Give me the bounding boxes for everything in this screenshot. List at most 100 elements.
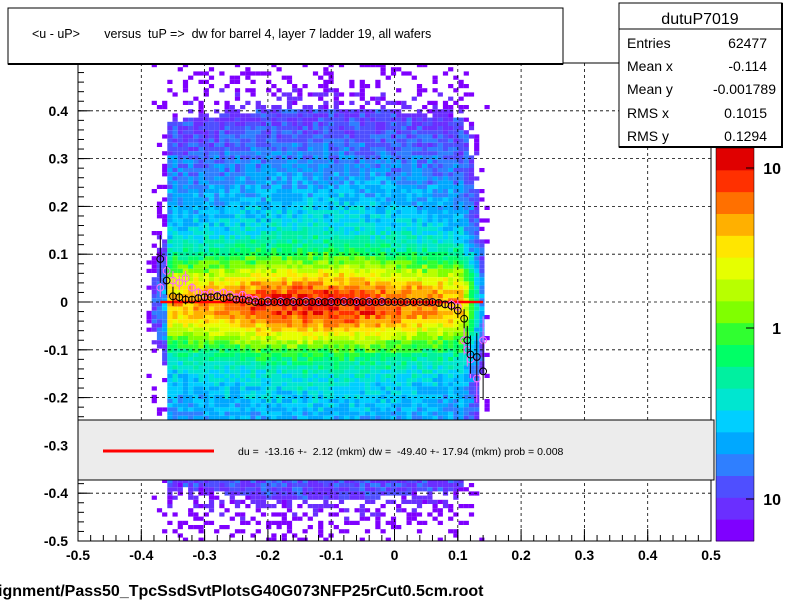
heatmap-cell	[250, 88, 256, 93]
heatmap-cell	[344, 252, 350, 257]
heatmap-cell	[390, 172, 397, 177]
heatmap-cell	[224, 478, 230, 483]
heatmap-cell	[250, 210, 256, 215]
heatmap-cell	[307, 504, 313, 509]
heatmap-cell	[390, 306, 397, 311]
heatmap-cell	[344, 487, 350, 492]
heatmap-cell	[338, 399, 345, 404]
heatmap-cell	[245, 407, 251, 412]
heatmap-cell	[219, 273, 225, 278]
heatmap-cell	[266, 285, 272, 290]
heatmap-cell	[281, 487, 287, 492]
heatmap-cell	[312, 504, 319, 509]
heatmap-cell	[240, 268, 246, 273]
heatmap-cell	[354, 113, 360, 118]
heatmap-cell	[250, 323, 256, 328]
heatmap-cell	[406, 340, 412, 345]
heatmap-cell	[359, 268, 365, 273]
heatmap-cell	[302, 239, 308, 244]
heatmap-cell	[188, 176, 194, 181]
heatmap-cell	[162, 197, 168, 202]
heatmap-cell	[276, 495, 282, 500]
heatmap-cell	[193, 189, 199, 194]
heatmap-cell	[411, 289, 417, 294]
heatmap-cell	[416, 201, 423, 206]
heatmap-cell	[151, 281, 157, 286]
heatmap-cell	[370, 411, 376, 416]
heatmap-cell	[416, 84, 423, 89]
heatmap-cell	[182, 193, 189, 198]
heatmap-cell	[411, 151, 417, 156]
heatmap-cell	[234, 151, 241, 156]
heatmap-cell	[156, 281, 163, 286]
heatmap-cell	[240, 168, 246, 173]
heatmap-cell	[245, 159, 251, 164]
heatmap-cell	[333, 151, 339, 156]
heatmap-cell	[364, 382, 371, 387]
heatmap-cell	[219, 344, 225, 349]
heatmap-cell	[411, 399, 417, 404]
heatmap-cell	[240, 386, 246, 391]
heatmap-cell	[193, 357, 199, 362]
heatmap-cell	[297, 407, 303, 412]
heatmap-cell	[416, 315, 423, 320]
heatmap-cell	[396, 243, 402, 248]
heatmap-cell	[349, 155, 355, 160]
heatmap-cell	[172, 147, 178, 152]
heatmap-cell	[307, 369, 313, 374]
heatmap-cell	[245, 226, 251, 231]
heatmap-cell	[208, 142, 215, 147]
heatmap-cell	[250, 113, 256, 118]
heatmap-cell	[276, 252, 282, 257]
heatmap-cell	[411, 361, 417, 366]
heatmap-cell	[385, 231, 391, 236]
heatmap-cell	[271, 310, 277, 315]
heatmap-cell	[234, 386, 241, 391]
heatmap-cell	[229, 285, 235, 290]
heatmap-cell	[370, 403, 376, 408]
heatmap-cell	[177, 155, 183, 160]
heatmap-cell	[188, 235, 194, 240]
heatmap-cell	[281, 273, 287, 278]
heatmap-cell	[276, 88, 282, 93]
heatmap-cell	[411, 294, 417, 299]
heatmap-cell	[266, 252, 272, 257]
heatmap-cell	[344, 113, 350, 118]
heatmap-cell	[354, 268, 360, 273]
heatmap-cell	[286, 319, 293, 324]
heatmap-cell	[416, 256, 423, 261]
heatmap-cell	[229, 310, 235, 315]
heatmap-cell	[224, 243, 230, 248]
heatmap-cell	[286, 231, 293, 236]
heatmap-cell	[292, 516, 298, 521]
heatmap-cell	[390, 264, 397, 269]
heatmap-cell	[292, 310, 298, 315]
heatmap-cell	[292, 273, 298, 278]
heatmap-cell	[385, 189, 391, 194]
heatmap-cell	[380, 281, 386, 286]
heatmap-cell	[297, 163, 303, 168]
heatmap-cell	[328, 184, 334, 189]
heatmap-cell	[349, 394, 355, 399]
heatmap-cell	[401, 151, 407, 156]
heatmap-cell	[323, 235, 329, 240]
heatmap-cell	[219, 264, 225, 269]
heatmap-cell	[266, 411, 272, 416]
heatmap-cell	[318, 201, 324, 206]
heatmap-cell	[229, 315, 235, 320]
heatmap-cell	[255, 390, 261, 395]
heatmap-cell	[406, 487, 412, 492]
heatmap-cell	[240, 71, 246, 76]
heatmap-cell	[354, 155, 360, 160]
heatmap-cell	[312, 483, 319, 488]
heatmap-cell	[208, 289, 215, 294]
heatmap-cell	[240, 239, 246, 244]
heatmap-cell	[328, 172, 334, 177]
heatmap-cell	[208, 214, 215, 219]
heatmap-cell	[234, 529, 241, 534]
heatmap-cell	[255, 315, 261, 320]
heatmap-cell	[396, 121, 402, 126]
heatmap-cell	[255, 130, 261, 135]
heatmap-cell	[312, 315, 319, 320]
heatmap-cell	[422, 63, 428, 68]
